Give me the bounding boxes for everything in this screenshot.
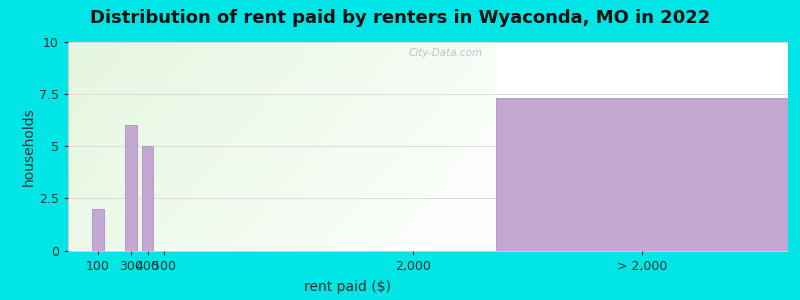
Bar	[142, 146, 154, 250]
Y-axis label: households: households	[22, 107, 36, 186]
Text: Distribution of rent paid by renters in Wyaconda, MO in 2022: Distribution of rent paid by renters in …	[90, 9, 710, 27]
Bar	[92, 209, 104, 250]
Text: City-Data.com: City-Data.com	[409, 48, 483, 58]
Bar	[126, 125, 137, 250]
Bar	[496, 98, 788, 250]
Text: rent paid ($): rent paid ($)	[305, 280, 391, 294]
